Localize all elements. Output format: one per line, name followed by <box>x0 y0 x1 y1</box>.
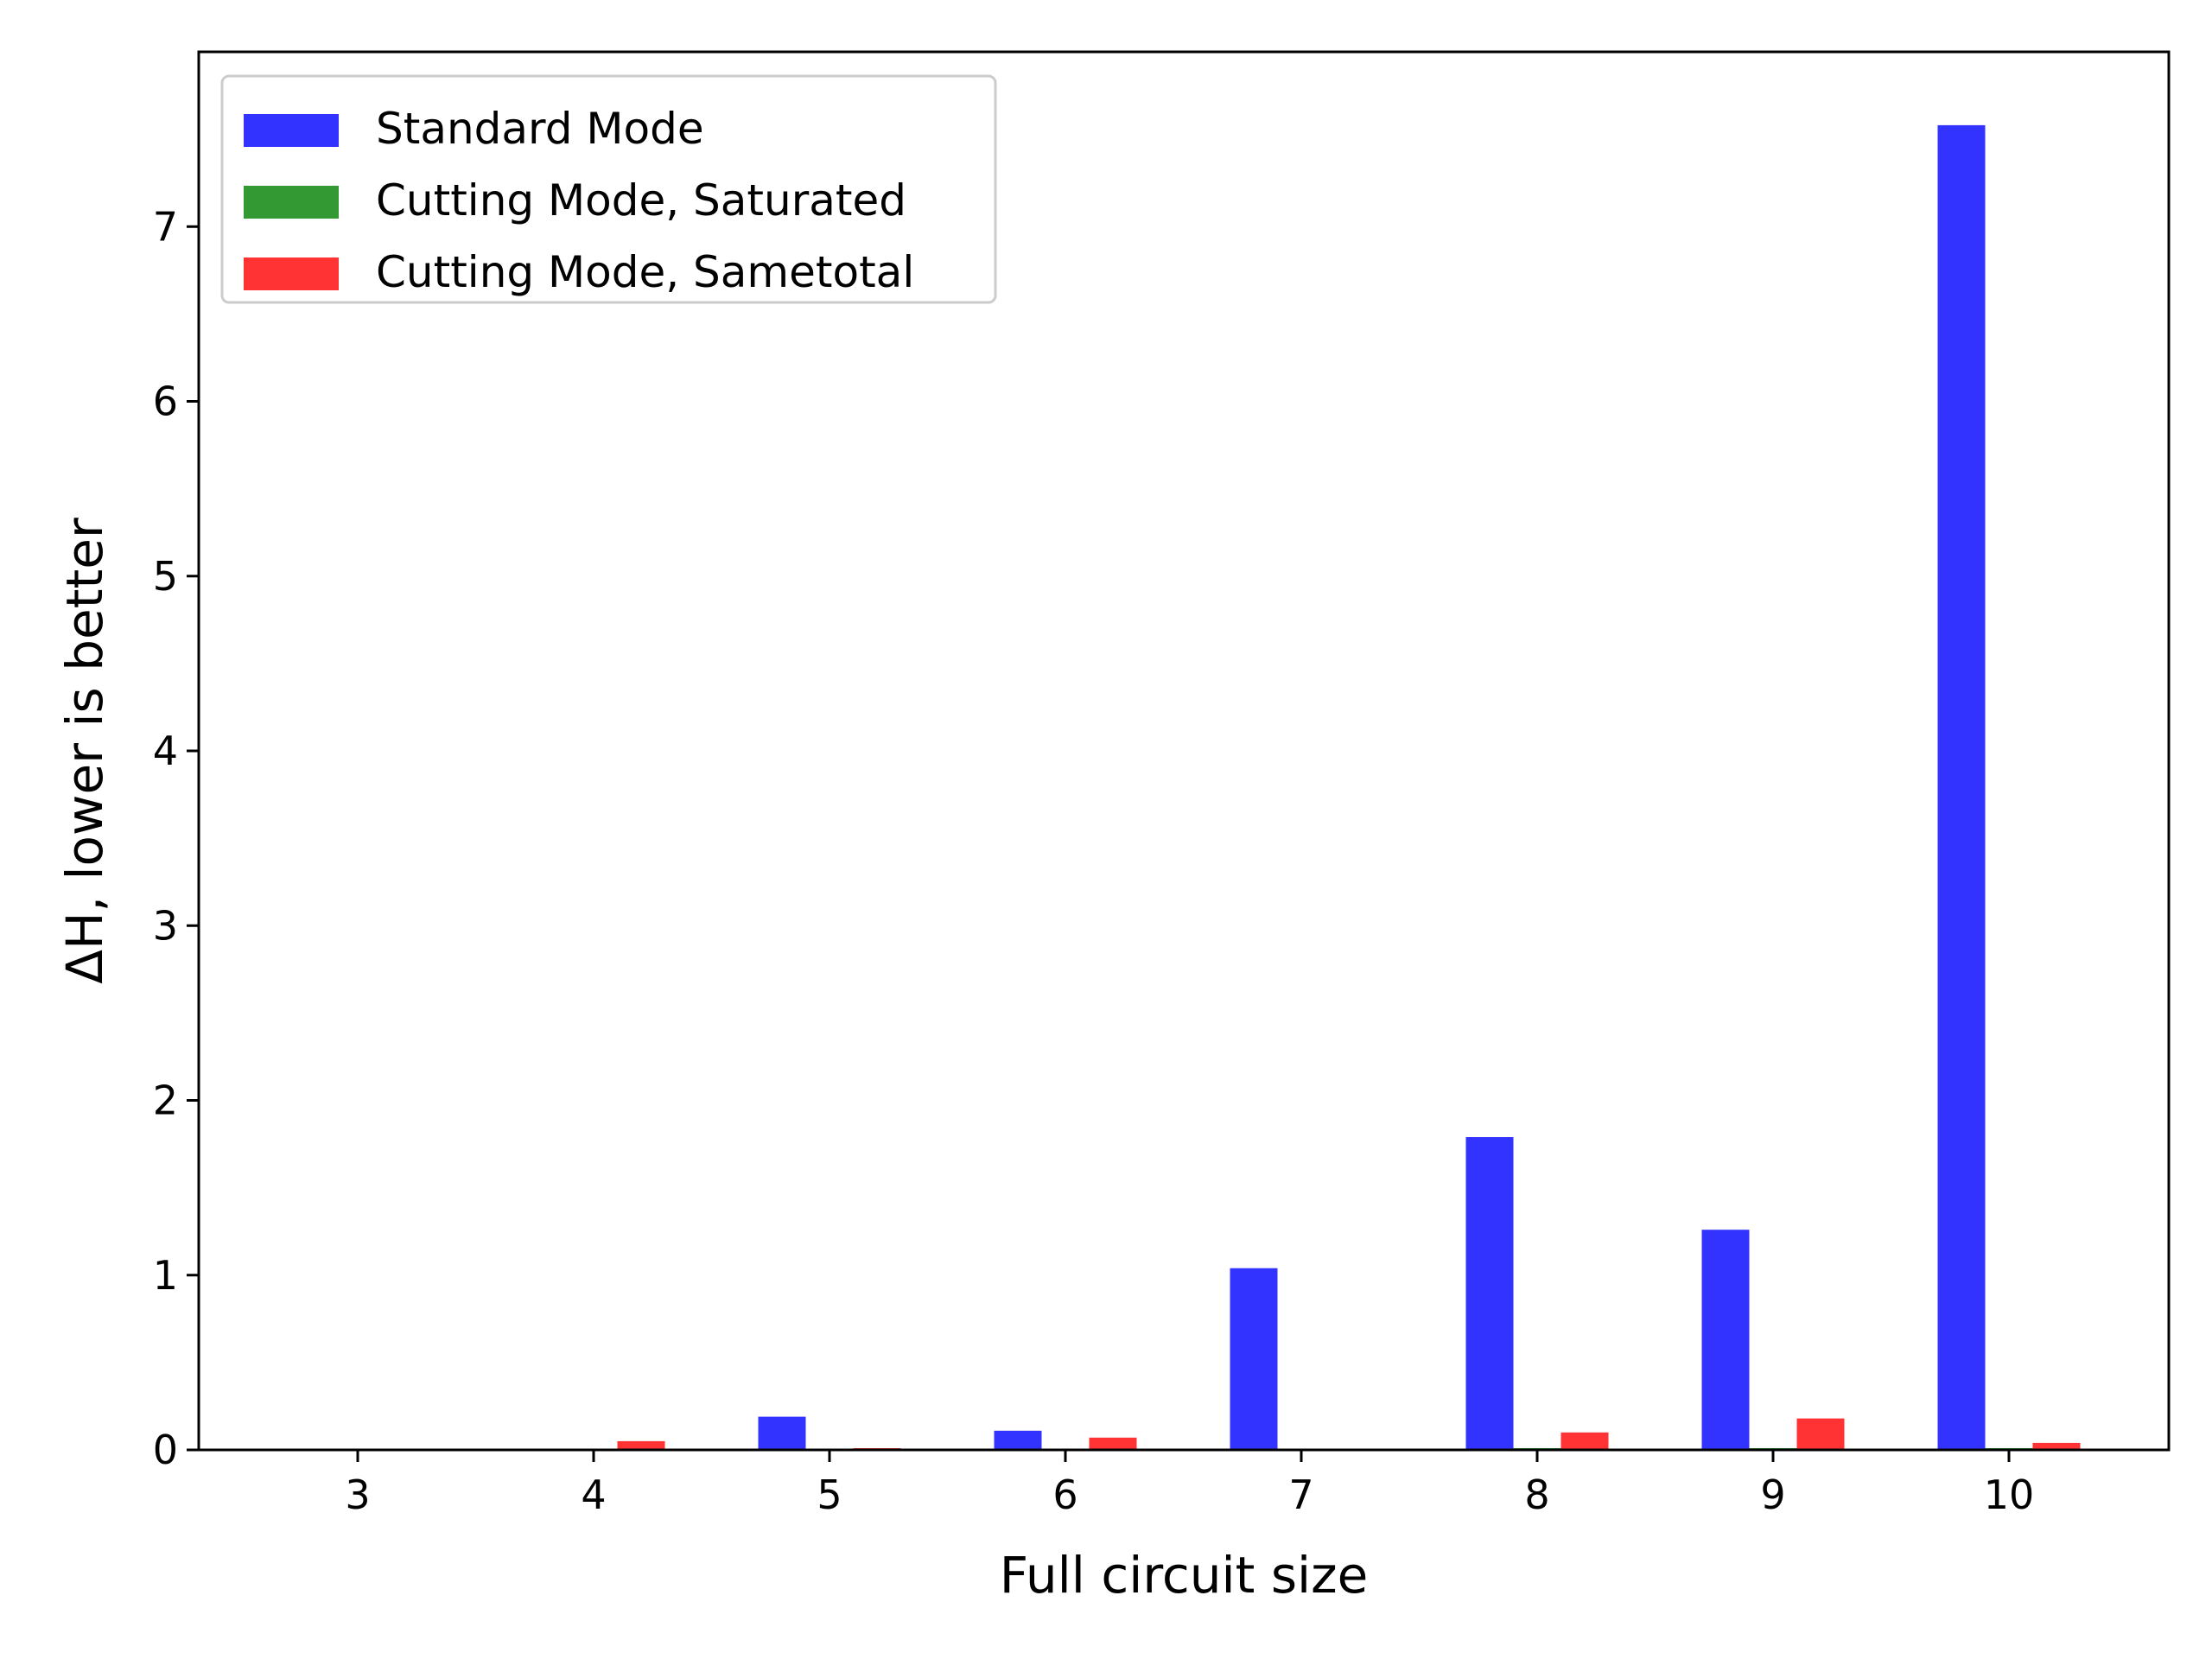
bar-series-1-cat-9 <box>1701 1230 1750 1450</box>
x-tick-label: 3 <box>345 1471 370 1518</box>
bar-series-1-cat-5 <box>758 1416 806 1450</box>
x-tick-label: 4 <box>581 1471 606 1518</box>
bars-group <box>617 124 2081 1450</box>
bar-series-1-cat-8 <box>1465 1137 1514 1450</box>
y-axis-ticks: 0 1 2 3 4 5 6 7 <box>153 203 199 1473</box>
y-tick-label: 5 <box>153 553 178 600</box>
bar-series-1-cat-7 <box>1230 1268 1278 1450</box>
x-tick-label: 6 <box>1052 1471 1077 1518</box>
bar-series-3-cat-4 <box>617 1440 665 1450</box>
legend-swatch-series-2 <box>244 186 339 219</box>
legend-label-series-2: Cutting Mode, Saturated <box>376 175 906 226</box>
legend-swatch-series-3 <box>244 257 339 290</box>
x-tick-label: 5 <box>817 1471 842 1518</box>
bar-series-3-cat-9 <box>1796 1418 1845 1450</box>
x-axis-title: Full circuit size <box>1000 1546 1369 1605</box>
y-tick-label: 0 <box>153 1427 178 1473</box>
y-tick-label: 6 <box>153 378 178 425</box>
y-tick-label: 1 <box>153 1252 178 1299</box>
legend-swatch-series-1 <box>244 114 339 147</box>
y-tick-label: 2 <box>153 1077 178 1124</box>
legend: Standard Mode Cutting Mode, Saturated Cutt… <box>220 74 997 304</box>
legend-label-series-1: Standard Mode <box>376 104 704 154</box>
bar-series-3-cat-6 <box>1089 1437 1137 1450</box>
y-tick-label: 3 <box>153 902 178 949</box>
x-tick-label: 10 <box>1984 1471 2035 1518</box>
bar-series-1-cat-10 <box>1937 124 1986 1450</box>
bar-series-3-cat-8 <box>1560 1432 1609 1450</box>
y-axis-title: ΔH, lower is better <box>55 518 114 984</box>
plot-frame <box>197 50 2171 1452</box>
y-tick-label: 7 <box>153 203 178 250</box>
legend-label-series-3: Cutting Mode, Sametotal <box>376 247 914 297</box>
bar-series-3-cat-10 <box>2032 1442 2081 1450</box>
x-axis-ticks: 3 4 5 6 7 8 9 10 <box>345 1450 2034 1518</box>
legend-box <box>220 74 997 304</box>
y-tick-label: 4 <box>153 728 178 774</box>
x-tick-label: 8 <box>1524 1471 1549 1518</box>
bar-series-1-cat-6 <box>994 1430 1042 1450</box>
x-tick-label: 9 <box>1760 1471 1785 1518</box>
x-tick-label: 7 <box>1288 1471 1313 1518</box>
